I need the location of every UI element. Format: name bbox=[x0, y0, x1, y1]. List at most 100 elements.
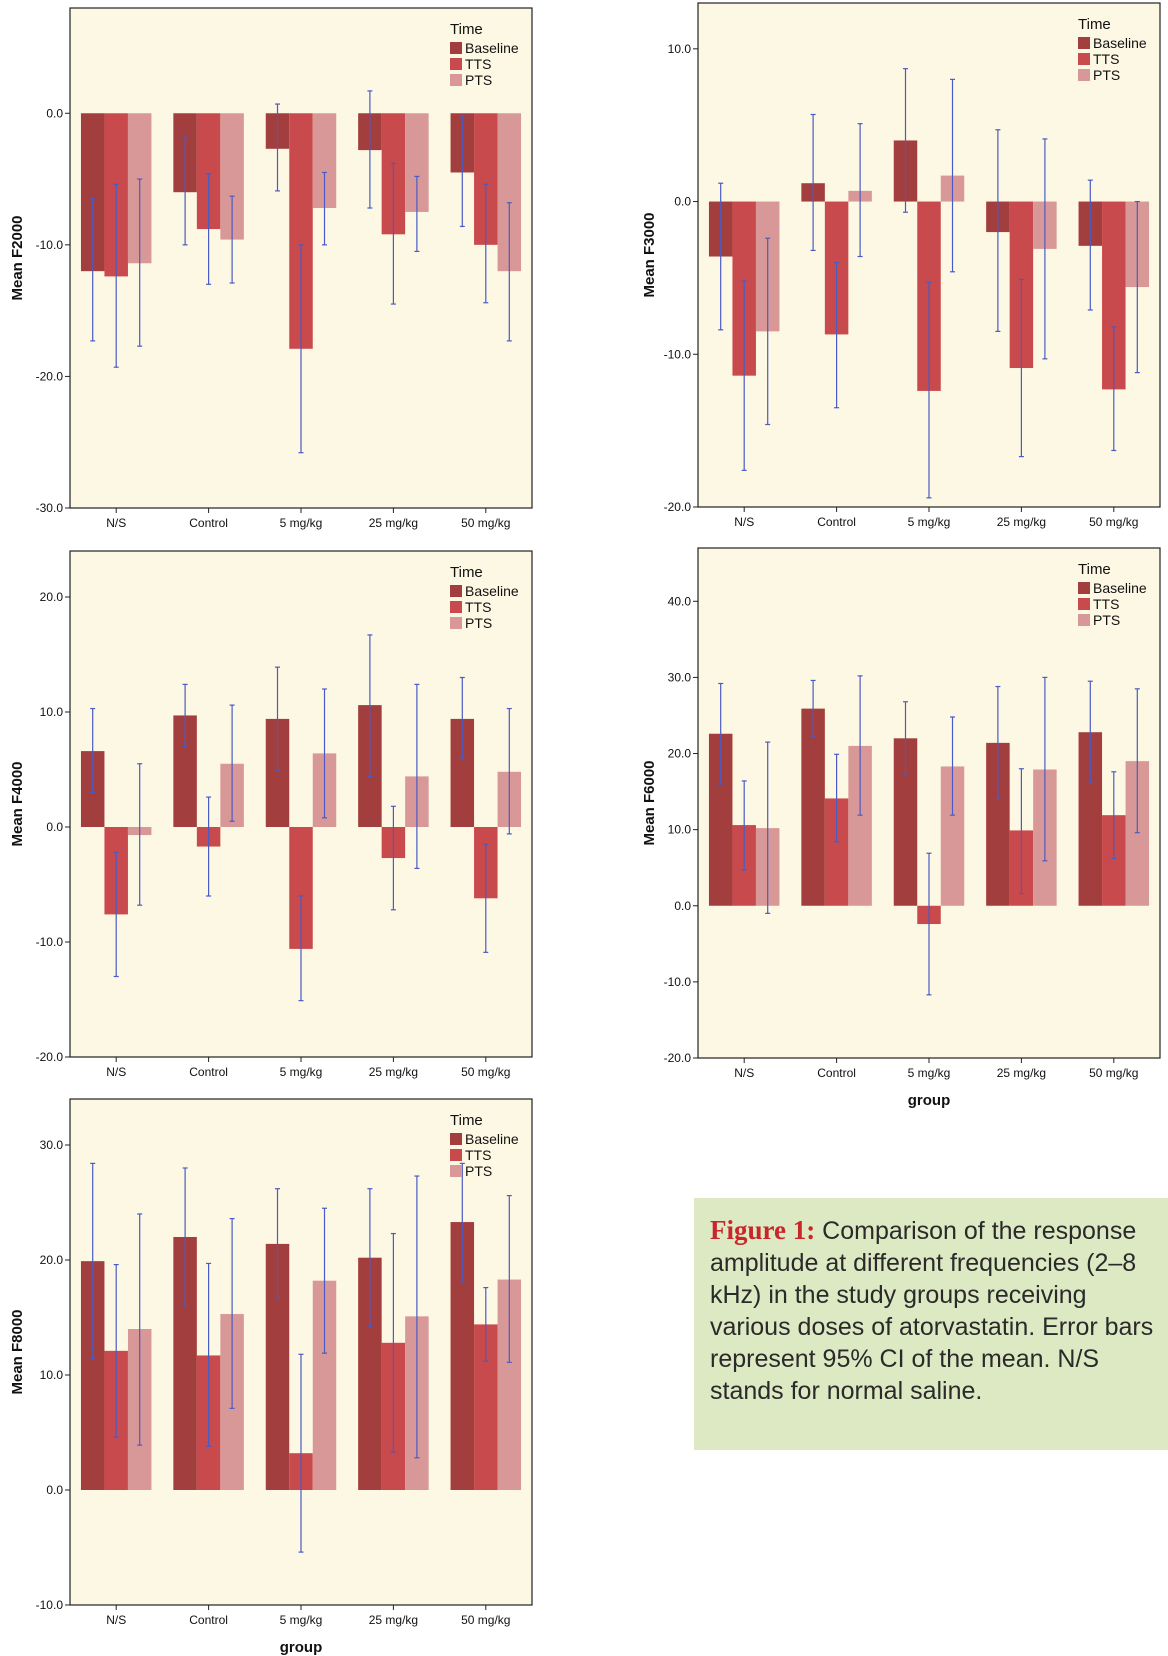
bar-tts bbox=[1102, 201, 1126, 390]
chart-svg: -20.0 -10.0 0.0 10.0 Mean F3000 N/S Control 5 m… bbox=[641, 2, 1161, 529]
bar-tts bbox=[196, 113, 221, 230]
error-bar-baseline bbox=[367, 1188, 373, 1328]
y-axis-label: Mean F6000 bbox=[641, 760, 658, 845]
x-tick-label: 25 mg/kg bbox=[369, 1065, 418, 1079]
bar-baseline bbox=[80, 1261, 105, 1490]
bar-pts bbox=[220, 113, 244, 240]
error-bar-pts bbox=[506, 202, 512, 342]
error-bar-pts bbox=[857, 675, 863, 816]
chart-f3000: -20.0 -10.0 0.0 10.0 Mean F3000 N/S Control 5 m… bbox=[632, 0, 1168, 545]
y-tick-label: 30.0 bbox=[668, 670, 692, 684]
error-bar-tts bbox=[206, 796, 212, 897]
error-bar-pts bbox=[137, 763, 143, 906]
error-bar-tts bbox=[298, 895, 304, 1002]
error-bar-tts bbox=[390, 162, 396, 305]
legend-swatch-baseline bbox=[450, 42, 462, 54]
error-bar-baseline bbox=[459, 676, 465, 760]
y-tick-label: -20.0 bbox=[36, 369, 64, 383]
legend-label: PTS bbox=[1093, 612, 1120, 628]
error-bar-baseline bbox=[810, 679, 816, 738]
bar-pts bbox=[497, 113, 522, 272]
legend-title: Time bbox=[450, 21, 483, 38]
legend-label: TTS bbox=[1093, 51, 1119, 67]
error-bar-tts bbox=[1111, 326, 1117, 452]
x-tick-label: 50 mg/kg bbox=[461, 1613, 510, 1627]
y-axis-label: Mean F4000 bbox=[9, 761, 26, 846]
legend-swatch-pts bbox=[1078, 614, 1090, 626]
x-tick-label: Control bbox=[817, 1066, 856, 1080]
x-tick-label: 25 mg/kg bbox=[997, 1066, 1046, 1080]
error-bar-baseline bbox=[182, 136, 188, 246]
bar-baseline bbox=[1078, 732, 1103, 906]
x-tick-label: Control bbox=[817, 515, 856, 529]
legend-swatch-tts bbox=[450, 58, 462, 70]
y-tick-label: 0.0 bbox=[46, 106, 63, 120]
legend-swatch-baseline bbox=[450, 585, 462, 597]
error-bar-pts bbox=[506, 1194, 512, 1363]
caption-lead: Figure 1: bbox=[710, 1215, 816, 1245]
chart-f4000: -20.0 -10.0 0.0 10.0 20.0 Mean F4000 N/S Contro… bbox=[0, 545, 545, 1085]
chart-svg: -30.0 -20.0 -10.0 0.0 Mean F2000 N/S Control 5 … bbox=[9, 7, 533, 530]
y-tick-label: -10.0 bbox=[36, 238, 64, 252]
bar-tts bbox=[289, 113, 313, 349]
error-bar-tts bbox=[206, 1262, 212, 1447]
error-bar-pts bbox=[414, 175, 420, 253]
bar-tts bbox=[474, 1324, 498, 1490]
bar-baseline bbox=[173, 1237, 197, 1490]
error-bar-tts bbox=[298, 1353, 304, 1553]
error-bar-pts bbox=[229, 704, 235, 822]
bar-tts bbox=[474, 113, 498, 245]
error-bar-baseline bbox=[459, 115, 465, 228]
error-bar-pts bbox=[857, 123, 863, 258]
y-tick-label: 0.0 bbox=[46, 820, 63, 834]
x-axis-label: group bbox=[280, 1639, 323, 1656]
y-tick-label: -30.0 bbox=[36, 501, 64, 515]
x-tick-label: 5 mg/kg bbox=[280, 1065, 323, 1079]
y-axis-label: Mean F3000 bbox=[641, 212, 658, 297]
error-bar-baseline bbox=[810, 113, 816, 252]
legend-label: Baseline bbox=[1093, 35, 1147, 51]
error-bar-baseline bbox=[182, 683, 188, 748]
x-tick-label: N/S bbox=[106, 516, 126, 530]
error-bar-tts bbox=[390, 805, 396, 911]
legend-label: TTS bbox=[465, 599, 491, 615]
legend-label: Baseline bbox=[465, 583, 519, 599]
error-bar-pts bbox=[1134, 688, 1140, 834]
y-tick-label: -20.0 bbox=[36, 1050, 64, 1064]
y-tick-label: -10.0 bbox=[36, 1598, 64, 1612]
bar-baseline bbox=[265, 718, 290, 827]
error-bar-baseline bbox=[90, 707, 96, 794]
error-bar-tts bbox=[1018, 768, 1024, 895]
chart-svg: -20.0 -10.0 0.0 10.0 20.0 30.0 40.0 Mean F6000 N… bbox=[641, 547, 1161, 1109]
legend-label: PTS bbox=[465, 615, 492, 631]
error-bar-pts bbox=[414, 683, 420, 869]
error-bar-tts bbox=[834, 262, 840, 409]
legend-title: Time bbox=[1078, 561, 1111, 578]
error-bar-tts bbox=[483, 843, 489, 953]
y-tick-label: 10.0 bbox=[668, 42, 692, 56]
error-bar-tts bbox=[113, 1264, 119, 1438]
bar-tts bbox=[824, 798, 849, 906]
error-bar-tts bbox=[741, 280, 747, 471]
x-axis-label: group bbox=[908, 1092, 951, 1109]
legend-title: Time bbox=[1078, 16, 1111, 33]
x-tick-label: 50 mg/kg bbox=[461, 1065, 510, 1079]
legend-swatch-baseline bbox=[1078, 582, 1090, 594]
error-bar-baseline bbox=[90, 1162, 96, 1360]
error-bar-pts bbox=[765, 741, 771, 914]
error-bar-pts bbox=[950, 716, 955, 816]
error-bar-tts bbox=[926, 281, 932, 499]
error-bar-tts bbox=[1111, 771, 1117, 860]
x-tick-label: N/S bbox=[106, 1613, 126, 1627]
y-tick-label: -10.0 bbox=[36, 935, 64, 949]
bar-baseline bbox=[801, 708, 825, 906]
legend-label: TTS bbox=[465, 56, 491, 72]
bar-baseline bbox=[708, 733, 733, 906]
error-bar-tts bbox=[113, 851, 119, 978]
x-tick-label: Control bbox=[189, 1065, 228, 1079]
legend-swatch-pts bbox=[450, 617, 462, 629]
y-tick-label: -20.0 bbox=[664, 1051, 692, 1065]
bar-baseline bbox=[893, 738, 918, 906]
